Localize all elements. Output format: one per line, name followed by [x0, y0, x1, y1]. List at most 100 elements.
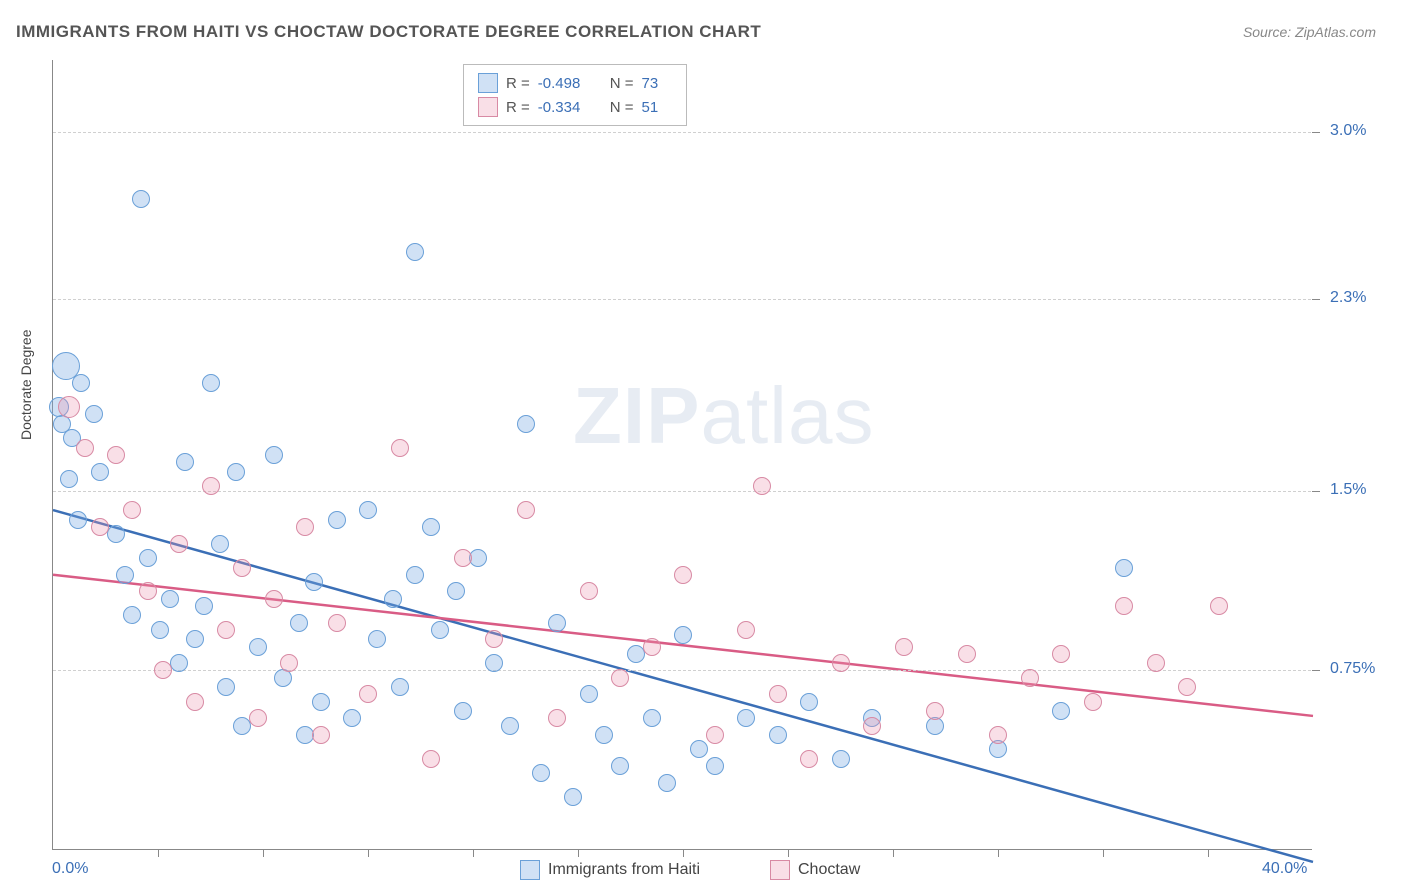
scatter-point-series-2: [643, 638, 661, 656]
y-tick: [1312, 670, 1320, 671]
legend-n-label: N =: [610, 75, 634, 92]
scatter-point-series-1: [202, 374, 220, 392]
x-tick: [368, 849, 369, 857]
plot-area: ZIPatlas R =-0.498N =73R =-0.334N =51: [52, 60, 1312, 850]
scatter-point-series-2: [674, 566, 692, 584]
scatter-point-series-1: [359, 501, 377, 519]
scatter-point-series-2: [265, 590, 283, 608]
scatter-point-series-1: [217, 678, 235, 696]
scatter-point-series-1: [832, 750, 850, 768]
scatter-point-series-1: [406, 243, 424, 261]
scatter-point-series-2: [769, 685, 787, 703]
scatter-point-series-1: [116, 566, 134, 584]
legend-n-value: 73: [642, 75, 672, 92]
scatter-point-series-1: [176, 453, 194, 471]
chart-title: IMMIGRANTS FROM HAITI VS CHOCTAW DOCTORA…: [16, 22, 761, 42]
scatter-point-series-2: [800, 750, 818, 768]
gridline: [53, 132, 1311, 133]
scatter-point-series-1: [132, 190, 150, 208]
scatter-point-series-1: [211, 535, 229, 553]
scatter-point-series-1: [548, 614, 566, 632]
y-tick: [1312, 491, 1320, 492]
scatter-point-series-1: [368, 630, 386, 648]
scatter-point-series-1: [290, 614, 308, 632]
x-tick: [1103, 849, 1104, 857]
scatter-point-series-1: [706, 757, 724, 775]
legend-r-value: -0.498: [538, 75, 594, 92]
scatter-point-series-1: [227, 463, 245, 481]
scatter-point-series-2: [454, 549, 472, 567]
scatter-point-series-1: [91, 463, 109, 481]
y-tick: [1312, 132, 1320, 133]
scatter-point-series-2: [139, 582, 157, 600]
scatter-point-series-2: [895, 638, 913, 656]
gridline: [53, 670, 1311, 671]
scatter-point-series-1: [305, 573, 323, 591]
scatter-point-series-1: [328, 511, 346, 529]
scatter-point-series-2: [154, 661, 172, 679]
scatter-point-series-1: [690, 740, 708, 758]
scatter-point-series-1: [85, 405, 103, 423]
scatter-point-series-2: [217, 621, 235, 639]
y-tick-label: 1.5%: [1330, 481, 1366, 499]
scatter-point-series-2: [611, 669, 629, 687]
chart-container: ZIPatlas R =-0.498N =73R =-0.334N =51: [52, 60, 1312, 850]
scatter-point-series-1: [72, 374, 90, 392]
scatter-point-series-2: [249, 709, 267, 727]
scatter-point-series-1: [1115, 559, 1133, 577]
scatter-point-series-1: [532, 764, 550, 782]
scatter-point-series-2: [1178, 678, 1196, 696]
scatter-point-series-2: [123, 501, 141, 519]
scatter-point-series-1: [161, 590, 179, 608]
scatter-point-series-1: [139, 549, 157, 567]
scatter-point-series-2: [1147, 654, 1165, 672]
scatter-point-series-2: [737, 621, 755, 639]
x-tick-label: 40.0%: [1262, 860, 1307, 878]
scatter-point-series-2: [548, 709, 566, 727]
scatter-point-series-2: [186, 693, 204, 711]
scatter-point-series-1: [186, 630, 204, 648]
scatter-point-series-1: [485, 654, 503, 672]
scatter-point-series-1: [69, 511, 87, 529]
scatter-point-series-1: [595, 726, 613, 744]
legend-swatch: [478, 97, 498, 117]
scatter-point-series-2: [958, 645, 976, 663]
scatter-point-series-2: [76, 439, 94, 457]
y-axis-label: Doctorate Degree: [18, 329, 34, 440]
scatter-point-series-2: [58, 396, 80, 418]
scatter-point-series-1: [447, 582, 465, 600]
scatter-point-series-2: [170, 535, 188, 553]
scatter-point-series-1: [564, 788, 582, 806]
scatter-point-series-2: [1210, 597, 1228, 615]
legend-r-value: -0.334: [538, 99, 594, 116]
x-tick-label: 0.0%: [52, 860, 88, 878]
legend-series-name: Immigrants from Haiti: [548, 861, 700, 879]
scatter-point-series-1: [151, 621, 169, 639]
scatter-point-series-1: [800, 693, 818, 711]
scatter-point-series-1: [611, 757, 629, 775]
scatter-point-series-2: [328, 614, 346, 632]
scatter-point-series-1: [580, 685, 598, 703]
scatter-point-series-2: [280, 654, 298, 672]
x-tick: [788, 849, 789, 857]
legend-swatch: [520, 860, 540, 880]
y-tick-label: 0.75%: [1330, 660, 1375, 678]
scatter-point-series-2: [517, 501, 535, 519]
y-tick-label: 3.0%: [1330, 122, 1366, 140]
gridline: [53, 491, 1311, 492]
x-tick: [263, 849, 264, 857]
scatter-point-series-1: [737, 709, 755, 727]
source-attribution: Source: ZipAtlas.com: [1243, 24, 1376, 40]
scatter-point-series-2: [202, 477, 220, 495]
scatter-point-series-2: [91, 518, 109, 536]
legend-swatch: [478, 73, 498, 93]
scatter-point-series-2: [422, 750, 440, 768]
legend-row: R =-0.498N =73: [478, 71, 672, 95]
gridline: [53, 299, 1311, 300]
scatter-point-series-2: [926, 702, 944, 720]
legend-n-value: 51: [642, 99, 672, 116]
scatter-point-series-1: [312, 693, 330, 711]
scatter-point-series-1: [658, 774, 676, 792]
scatter-point-series-1: [195, 597, 213, 615]
scatter-point-series-1: [674, 626, 692, 644]
